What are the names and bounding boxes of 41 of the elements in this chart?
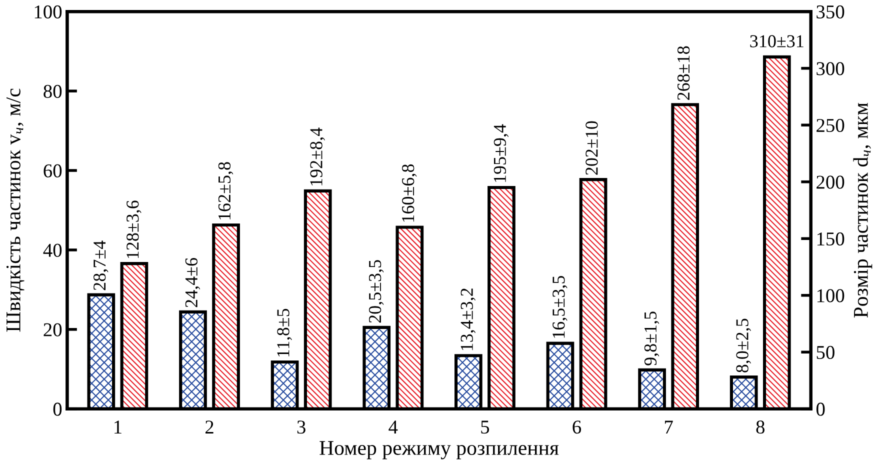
- data-label: 9,8±1,5: [644, 312, 660, 366]
- y-tick-label: 40: [43, 244, 62, 257]
- data-label: 160±6,8: [402, 164, 417, 222]
- data-label: 20,5±3,5: [368, 260, 384, 323]
- data-label: 16,5±3,5: [552, 276, 568, 338]
- y-tick-label: 20: [44, 323, 62, 336]
- y-axis-title: Швидкість частинок v$_{ч}$, м/с: [6, 88, 24, 332]
- data-label: 268±18: [677, 46, 690, 100]
- y-tick-label: 80: [44, 84, 62, 98]
- y2-tick-label: 100: [817, 289, 844, 302]
- data-label: 202±10: [586, 121, 598, 175]
- x-tick-label: 6: [572, 420, 582, 434]
- data-label: 8,0±2,5: [736, 318, 751, 372]
- x-tick-label: 3: [297, 420, 306, 434]
- y-tick-label: 100: [34, 5, 62, 18]
- data-label: 28,7±4: [94, 240, 108, 290]
- x-tick-label: 8: [756, 420, 765, 434]
- data-label: 195±9,4: [494, 124, 509, 182]
- y2-tick-label: 50: [816, 346, 834, 360]
- data-label: 162±5,8: [218, 162, 234, 220]
- y2-tick-label: 150: [817, 232, 844, 246]
- x-tick-label: 7: [664, 420, 673, 434]
- data-label: 128±3,6: [126, 200, 142, 258]
- y2-tick-label: 350: [816, 5, 844, 18]
- data-label: 13,4±3,2: [460, 288, 476, 350]
- data-label: 310±31: [750, 35, 804, 48]
- y-tick-label: 0: [53, 402, 62, 416]
- y2-axis-title: Розмір частинок d$_{ч}$, мкм: [853, 102, 872, 318]
- x-tick-label: 2: [206, 420, 214, 434]
- y2-tick-label: 250: [816, 118, 844, 132]
- y2-tick-label: 300: [816, 62, 844, 76]
- x-tick-label: 5: [481, 420, 490, 434]
- x-tick-label: 4: [388, 420, 398, 434]
- x-tick-label: 1: [114, 420, 122, 434]
- y2-tick-label: 0: [816, 402, 825, 416]
- data-label: 24,4±6: [185, 258, 200, 308]
- y2-tick-label: 200: [816, 176, 844, 189]
- data-label: 192±8,4: [310, 128, 325, 186]
- data-label: 11,8±5: [277, 308, 292, 356]
- y-tick-label: 60: [44, 164, 62, 178]
- x-axis-title: Номер режиму розпилення: [320, 441, 559, 460]
